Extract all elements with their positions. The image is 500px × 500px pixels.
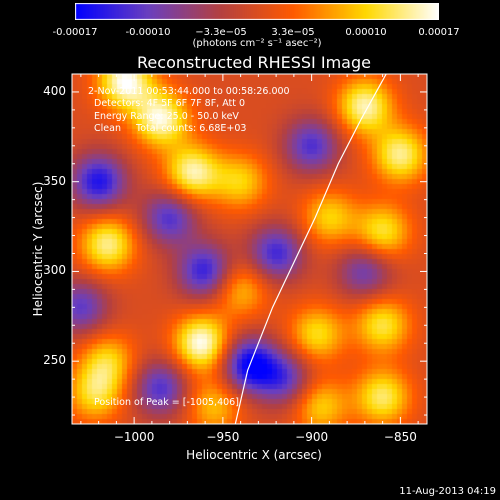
- peak-position-label: Position of Peak = [-1005,406]: [94, 397, 239, 408]
- chart-title: Reconstructed RHESSI Image: [137, 53, 371, 72]
- clean-counts-label: Clean Total counts: 6.68E+03: [94, 123, 247, 134]
- tick-marks: [72, 73, 427, 424]
- y-tick-label: 250: [43, 353, 66, 368]
- colorbar-tick-label: -0.00010: [125, 27, 171, 38]
- timestamp: 11-Aug-2013 04:19: [399, 486, 496, 497]
- plot-frame: [71, 73, 428, 425]
- colorbar-tick-label: 0.00017: [418, 27, 460, 38]
- y-tick-label: 300: [43, 263, 66, 278]
- energy-range-label: Energy Range: 25.0 - 50.0 keV: [94, 111, 239, 122]
- y-tick-label: 350: [43, 173, 66, 188]
- x-tick-label: −1000: [113, 430, 155, 444]
- solar-limb-curve: [234, 73, 387, 425]
- x-tick-label: −950: [206, 430, 240, 444]
- colorbar-tick-label: 3.3e−05: [271, 27, 315, 38]
- limb-layer: [234, 73, 387, 425]
- x-tick-label: −850: [383, 430, 417, 444]
- x-axis-label: Heliocentric X (arcsec): [186, 448, 322, 462]
- detectors-label: Detectors: 4F 5F 6F 7F 8F, Att 0: [94, 98, 246, 109]
- x-tick-label: −900: [295, 430, 329, 444]
- colorbar-units-label: (photons cm⁻² s⁻¹ asec⁻²): [192, 38, 322, 49]
- y-tick-label: 400: [43, 83, 66, 98]
- colorbar-tick-label: -0.00017: [52, 27, 98, 38]
- time-range-label: 2-Nov-2011 00:53:44.000 to 00:58:26.000: [88, 86, 290, 97]
- colorbar: [75, 3, 439, 20]
- colorbar-tick-label: −3.3e−05: [195, 27, 247, 38]
- colorbar-tick-label: 0.00010: [345, 27, 387, 38]
- y-axis-label: Heliocentric Y (arcsec): [31, 181, 45, 317]
